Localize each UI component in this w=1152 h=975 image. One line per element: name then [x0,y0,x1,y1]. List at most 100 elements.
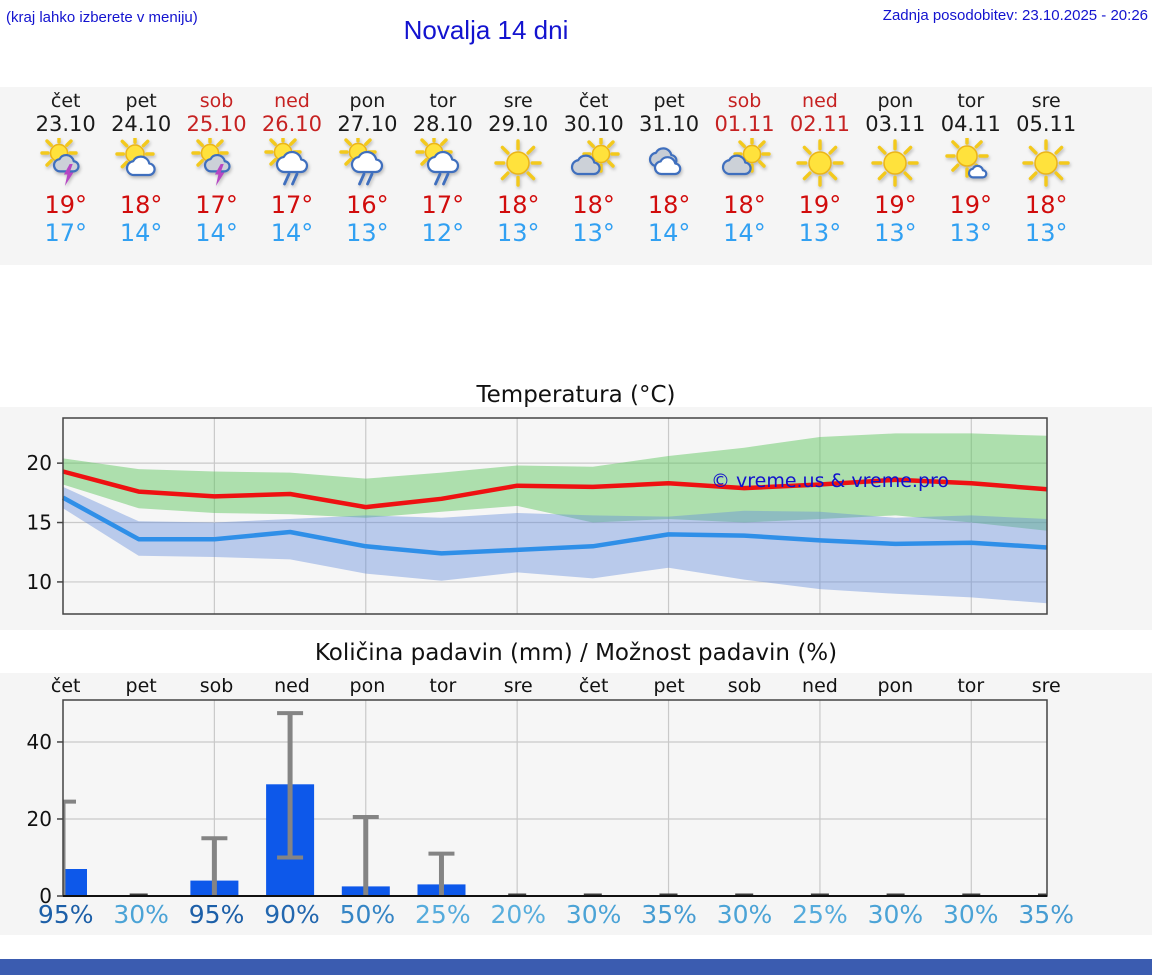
precip-probability: 25% [415,900,471,929]
day-min-temp: 13° [1024,219,1068,247]
sun-icon [796,139,844,187]
precip-bar [63,869,87,896]
day-max-temp: 19° [44,191,87,219]
precipitation-chart: 0 20 40 čet pet sob ned pon tor sre čet pet sob ned p… [0,673,1152,935]
day-max-temp: 18° [647,191,691,219]
forecast-day-column: sre 29.10 18° 13° [481,91,556,265]
precip-bar [962,893,981,896]
day-max-temp: 17° [421,191,465,219]
day-name: čet [50,90,81,112]
precip-day-label: ned [274,675,310,697]
day-date: 23.10 [35,112,96,136]
forecast-day-column: pet 24.10 18° 14° [103,91,178,265]
day-name: pon [877,90,914,112]
day-max-temp: 18° [1024,191,1068,219]
precip-probability: 90% [264,900,320,929]
watermark-link[interactable]: © vreme.us & vreme.pro [711,470,949,492]
day-date: 25.10 [186,112,247,136]
forecast-day-column: pon 27.10 16° 13° [330,91,405,265]
precip-probability: 30% [867,900,924,929]
sun-cloud-rain-icon [339,138,384,186]
forecast-day-column: sob 25.10 17° 14° [179,91,254,265]
forecast-day-column: čet 23.10 19° 17° [28,91,103,265]
sun-cloud-icon [115,138,156,177]
day-min-temp: 13° [496,219,540,247]
precip-day-label: pon [877,675,914,697]
day-max-temp: 17° [270,191,314,219]
day-date: 03.11 [865,112,926,136]
precip-probability-row: 95% 30% 95% 90% 50% 25% 20% 30% 35% 30% 25% 30% 30% 3… [0,900,1152,930]
precip-bar [735,893,754,896]
day-name: pon [349,90,386,112]
precip-day-label: pet [653,675,685,697]
precip-bar [659,893,678,896]
day-name: sre [1031,90,1061,112]
precip-bar [886,893,905,896]
forecast-day-column: tor 28.10 17° 12° [405,91,480,265]
sun-storm-icon [190,138,231,186]
day-date: 30.10 [563,112,624,136]
precipitation-chart-title: Količina padavin (mm) / Možnost padavin … [314,640,838,666]
precip-bar [1038,893,1047,896]
precip-day-label: čet [578,675,609,697]
forecast-day-column: ned 26.10 17° 14° [254,91,329,265]
day-date: 01.11 [714,112,775,136]
day-min-temp: 14° [647,219,691,247]
day-name: pet [653,90,685,112]
precip-probability: 30% [716,900,773,929]
forecast-day-column: tor 04.11 19° 13° [933,91,1008,265]
forecast-strip: čet 23.10 19° 17° pet 24.10 18° 14° sob … [0,87,1152,265]
page-title: Novalja 14 dni [403,15,569,45]
precip-day-label: tor [429,675,457,697]
day-max-temp: 17° [195,191,238,219]
precip-ytick: 0 [39,884,52,908]
precip-probability: 95% [37,900,94,929]
precip-day-label: sre [503,675,533,697]
forecast-day-column: pet 31.10 18° 14° [631,91,706,265]
day-min-temp: 17° [44,219,87,247]
clouds-icon [648,147,682,176]
sun-icon [1022,139,1070,187]
precip-day-label: sob [727,675,762,697]
precip-day-label: pet [125,675,157,697]
day-min-temp: 13° [949,219,993,247]
day-max-temp: 19° [798,191,842,219]
day-min-temp: 13° [346,219,389,247]
precip-day-label: ned [802,675,838,697]
day-max-temp: 18° [119,191,163,219]
temperature-chart: 10 15 20 © vreme.us & vreme.pro [0,407,1152,630]
day-min-temp: 12° [421,219,465,247]
day-name: čet [578,90,609,112]
day-max-temp: 18° [572,191,615,219]
precip-bar [583,893,602,896]
day-min-temp: 14° [119,219,163,247]
day-date: 27.10 [337,112,398,136]
forecast-day-column: sob 01.11 18° 14° [707,91,782,265]
precip-ytick: 40 [27,730,52,754]
day-name: tor [429,90,457,112]
day-name: sob [199,90,234,112]
day-date: 05.11 [1016,112,1077,136]
day-max-temp: 18° [723,191,766,219]
precip-probability: 35% [641,900,697,929]
day-max-temp: 18° [496,191,540,219]
day-name: ned [274,90,310,112]
day-date: 02.11 [789,112,850,136]
precip-probability: 20% [490,900,547,929]
day-date: 26.10 [261,112,323,136]
temp-ytick: 15 [27,511,52,535]
day-min-temp: 14° [195,219,238,247]
sun-icon [871,139,920,187]
day-name: tor [957,90,985,112]
cloud-sun-icon [570,138,620,176]
day-name: sob [727,90,762,112]
forecast-day-column: pon 03.11 19° 13° [858,91,933,265]
precip-probability: 30% [565,900,622,929]
day-min-temp: 14° [270,219,314,247]
day-date: 04.11 [940,112,1001,136]
day-name: sre [503,90,533,112]
header-note: (kraj lahko izberete v meniju) [6,9,198,26]
precip-bar [129,893,148,896]
day-date: 31.10 [639,112,700,136]
precip-day-label-row: čet pet sob ned pon tor sre čet pet sob ned pon tor s… [0,675,1152,697]
